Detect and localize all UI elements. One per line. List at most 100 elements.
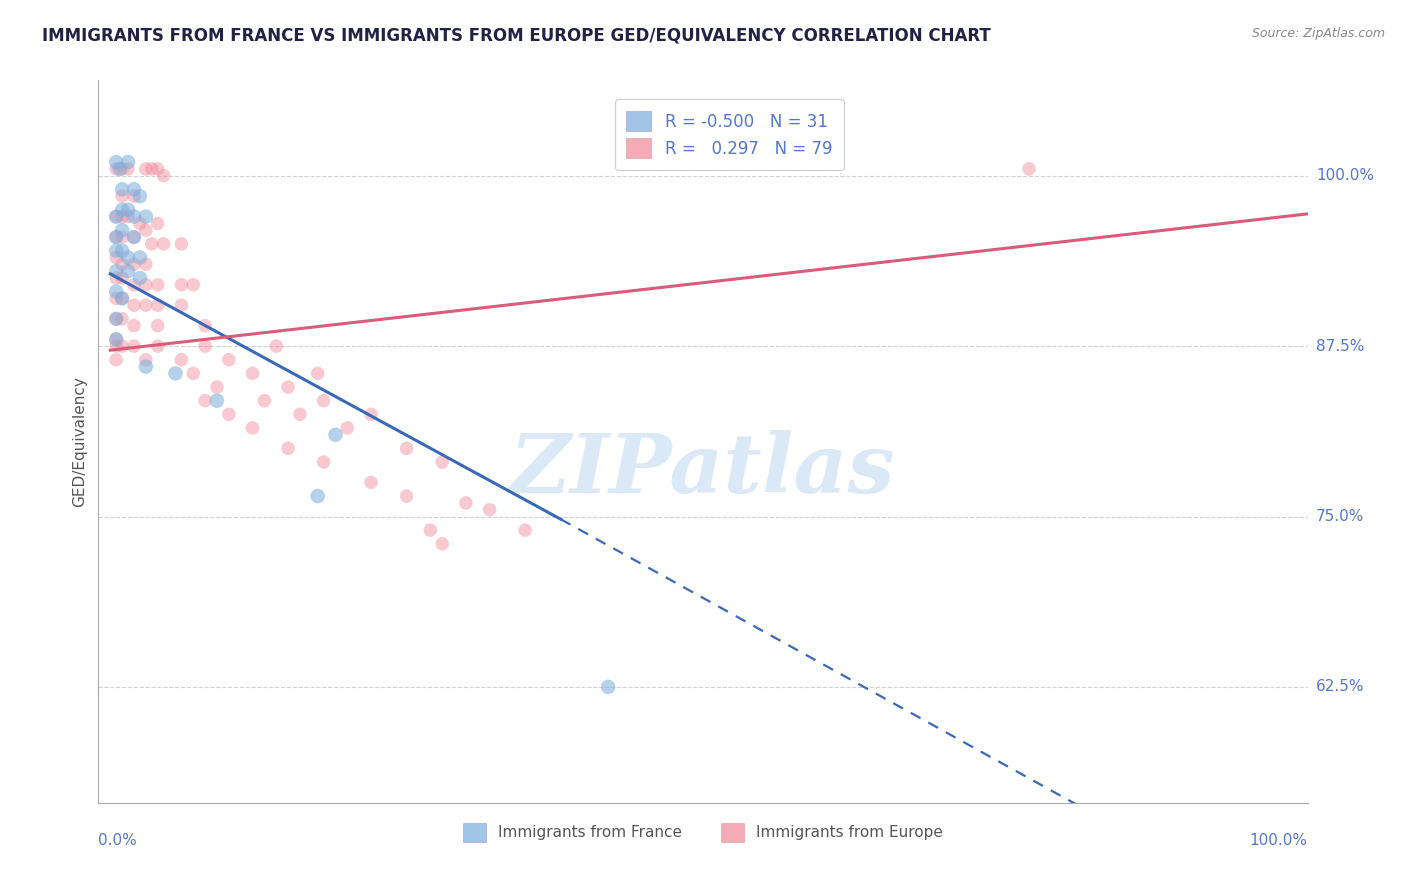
Point <box>122 318 145 333</box>
Point <box>454 496 477 510</box>
Point <box>277 380 299 394</box>
Point <box>105 332 128 346</box>
Point <box>105 264 128 278</box>
Point <box>129 251 152 265</box>
Point <box>129 189 152 203</box>
Point <box>312 393 335 408</box>
Point <box>105 161 128 176</box>
Point <box>135 223 157 237</box>
Point <box>111 182 134 196</box>
Point <box>141 161 163 176</box>
Legend: Immigrants from France, Immigrants from Europe: Immigrants from France, Immigrants from … <box>456 815 950 849</box>
Point <box>135 277 157 292</box>
Point <box>105 244 128 258</box>
Point <box>146 216 169 230</box>
Point <box>117 161 139 176</box>
Point <box>307 489 329 503</box>
Point <box>478 502 501 516</box>
Point <box>170 277 193 292</box>
Point <box>122 257 145 271</box>
Point <box>146 161 169 176</box>
Point <box>111 189 134 203</box>
Text: 0.0%: 0.0% <box>98 833 138 848</box>
Text: IMMIGRANTS FROM FRANCE VS IMMIGRANTS FROM EUROPE GED/EQUIVALENCY CORRELATION CHA: IMMIGRANTS FROM FRANCE VS IMMIGRANTS FRO… <box>42 27 991 45</box>
Point <box>146 298 169 312</box>
Point <box>129 216 152 230</box>
Point <box>277 442 299 456</box>
Point <box>105 352 128 367</box>
Point <box>146 318 169 333</box>
Point <box>253 393 276 408</box>
Point <box>146 277 169 292</box>
Point <box>360 407 382 421</box>
Point <box>194 318 217 333</box>
Point <box>205 393 228 408</box>
Point <box>432 537 454 551</box>
Point <box>598 680 620 694</box>
Point <box>307 367 329 381</box>
Point <box>170 352 193 367</box>
Point <box>117 264 139 278</box>
Point <box>122 339 145 353</box>
Text: 87.5%: 87.5% <box>1316 339 1364 353</box>
Point <box>105 155 128 169</box>
Point <box>111 202 134 217</box>
Point <box>432 455 454 469</box>
Point <box>170 298 193 312</box>
Point <box>105 339 128 353</box>
Point <box>1018 161 1040 176</box>
Point <box>122 189 145 203</box>
Point <box>117 155 139 169</box>
Point <box>111 161 134 176</box>
Point <box>122 182 145 196</box>
Point <box>117 210 139 224</box>
Point <box>111 271 134 285</box>
Point <box>129 271 152 285</box>
Point <box>105 285 128 299</box>
Point <box>117 202 139 217</box>
Point <box>111 244 134 258</box>
Point <box>194 339 217 353</box>
Point <box>111 292 134 306</box>
Point <box>242 421 264 435</box>
Point <box>122 230 145 244</box>
Point <box>111 223 134 237</box>
Point <box>105 292 128 306</box>
Point <box>360 475 382 490</box>
Point <box>205 380 228 394</box>
Point <box>105 311 128 326</box>
Point <box>111 230 134 244</box>
Text: 62.5%: 62.5% <box>1316 680 1364 695</box>
Point <box>105 210 128 224</box>
Point <box>181 277 204 292</box>
Point <box>135 352 157 367</box>
Point <box>146 339 169 353</box>
Point <box>135 161 157 176</box>
Point <box>122 277 145 292</box>
Point <box>181 367 204 381</box>
Point <box>312 455 335 469</box>
Point <box>105 210 128 224</box>
Point <box>111 311 134 326</box>
Text: Source: ZipAtlas.com: Source: ZipAtlas.com <box>1251 27 1385 40</box>
Point <box>111 339 134 353</box>
Point <box>165 367 187 381</box>
Point <box>105 332 128 346</box>
Point <box>105 251 128 265</box>
Point <box>264 339 287 353</box>
Point <box>218 352 240 367</box>
Point <box>105 230 128 244</box>
Point <box>242 367 264 381</box>
Point <box>135 359 157 374</box>
Point <box>395 442 418 456</box>
Point <box>395 489 418 503</box>
Point <box>141 236 163 251</box>
Point <box>117 251 139 265</box>
Point <box>288 407 311 421</box>
Point <box>135 210 157 224</box>
Point <box>135 257 157 271</box>
Point <box>325 427 347 442</box>
Point <box>515 523 537 537</box>
Point <box>218 407 240 421</box>
Point <box>111 257 134 271</box>
